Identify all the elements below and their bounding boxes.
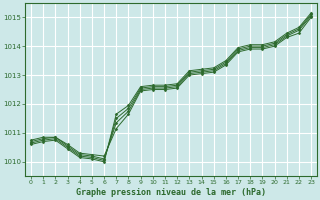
X-axis label: Graphe pression niveau de la mer (hPa): Graphe pression niveau de la mer (hPa)	[76, 188, 266, 197]
